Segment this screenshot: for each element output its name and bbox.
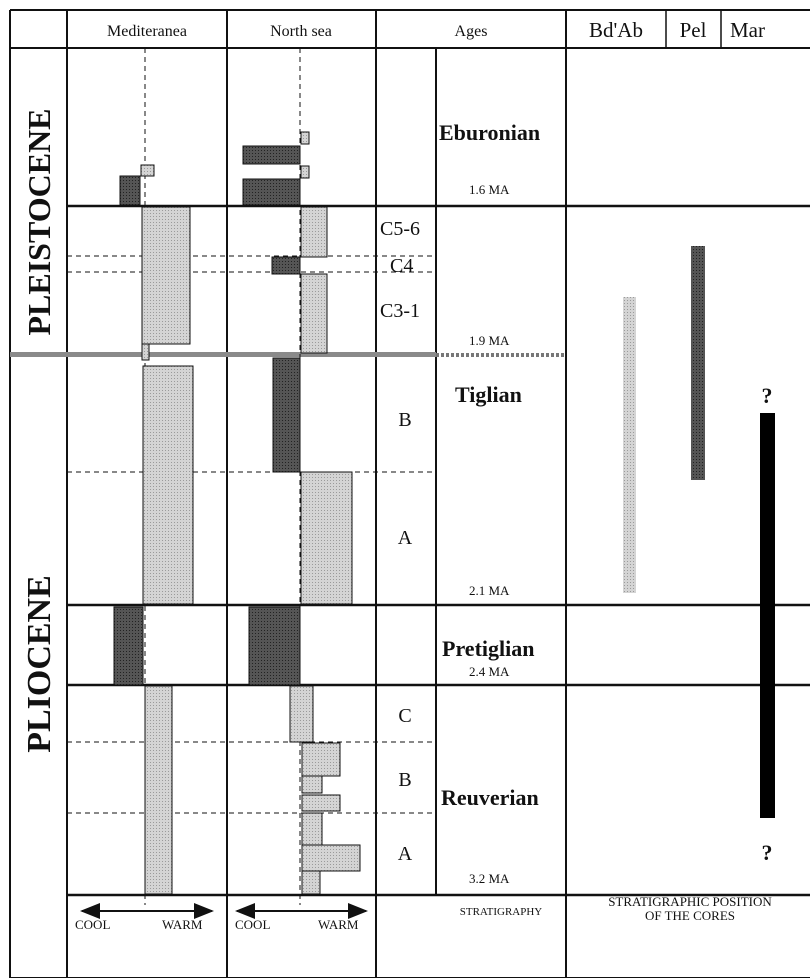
ns-cool-tiglian-b: [272, 357, 301, 473]
header-mediterranea: Mediteranea: [107, 23, 187, 40]
stage-boundaries: [67, 204, 810, 897]
ns-cool-pretiglian: [248, 606, 301, 686]
ns-warm-reu-b3: [301, 794, 341, 812]
header-bdab: Bd'Ab: [589, 18, 643, 42]
grid-lines: [9, 9, 810, 978]
med-warm-label: WARM: [162, 917, 203, 932]
stage-reuverian: Reuverian: [441, 785, 539, 810]
substage-c31: C3-1: [380, 300, 420, 322]
age-1-6: 1.6 MA: [469, 182, 510, 197]
position-label-1: STRATIGRAPHIC POSITION: [608, 894, 772, 909]
core-pel-bar: [691, 246, 705, 480]
substage-tiglian-a: A: [398, 527, 413, 549]
substage-reu-c: C: [398, 705, 411, 727]
footer-labels: COOL WARM COOL WARM STRATIGRAPHY STRATIG…: [75, 894, 772, 932]
ns-cool-label: COOL: [235, 917, 270, 932]
ns-warm-tiglian-a: [300, 471, 353, 605]
med-warm-c-lower: [141, 343, 150, 361]
ns-cool-ebu-2: [242, 178, 301, 206]
plio-pleistocene-boundary: [10, 352, 436, 357]
ns-warm-reu-a2: [301, 844, 361, 872]
substage-reu-b: B: [398, 769, 411, 791]
ns-warm-c31: [300, 273, 328, 354]
stage-pretiglian: Pretiglian: [442, 636, 534, 661]
ns-cool-reu-c: [289, 685, 314, 743]
ns-cool-c4: [271, 256, 301, 275]
epoch-pleistocene: PLEISTOCENE: [21, 108, 57, 335]
ns-warm-reu-a3: [301, 870, 321, 895]
med-cool-label: COOL: [75, 917, 110, 932]
stage-tiglian: Tiglian: [455, 382, 522, 407]
header-north-sea: North sea: [270, 23, 332, 40]
mar-question-top: ?: [762, 383, 773, 408]
ns-cool-ebu-1: [242, 145, 301, 165]
stage-labels: Eburonian 1.6 MA 1.9 MA Tiglian 2.1 MA P…: [439, 120, 540, 886]
position-label-2: OF THE CORES: [645, 908, 735, 923]
med-cool-pretiglian: [113, 606, 144, 686]
substage-reu-a: A: [398, 843, 413, 865]
med-warm-c: [141, 206, 191, 345]
stage-eburonian: Eburonian: [439, 120, 540, 145]
med-warm-reuverian: [144, 685, 173, 895]
ns-warm-c56: [300, 206, 328, 258]
ns-warm-label: WARM: [318, 917, 359, 932]
core-mar-bar: [760, 413, 775, 818]
age-3-2: 3.2 MA: [469, 871, 510, 886]
mar-question-bottom: ?: [762, 840, 773, 865]
ns-warm-ebu-1: [300, 131, 310, 145]
stratigraphy-label: STRATIGRAPHY: [460, 906, 543, 918]
substage-c56: C5-6: [380, 218, 420, 240]
med-cool-eburonian: [119, 175, 141, 206]
mediterranea-bars: [113, 164, 194, 895]
header-ages: Ages: [455, 23, 488, 40]
header-mar: Mar: [730, 18, 765, 42]
core-bdab-bar: [623, 297, 636, 593]
column-headers: Mediteranea North sea Ages Bd'Ab Pel Mar: [107, 18, 765, 42]
epoch-pliocene: PLIOCENE: [21, 575, 58, 753]
north-sea-bars: [242, 131, 361, 895]
ns-warm-reu-b2: [301, 775, 323, 794]
age-1-9: 1.9 MA: [469, 333, 510, 348]
substage-labels: C5-6 C4 C3-1 B A C B A: [380, 218, 420, 865]
ns-warm-reu-b1: [301, 742, 341, 777]
substage-tiglian-b: B: [398, 409, 411, 431]
med-warm-tiglian: [142, 365, 194, 605]
med-warm-eburonian: [140, 164, 155, 177]
age-2-1: 2.1 MA: [469, 583, 510, 598]
substage-c4: C4: [390, 255, 413, 277]
age-2-4: 2.4 MA: [469, 664, 510, 679]
ns-warm-ebu-2: [300, 165, 310, 179]
header-pel: Pel: [680, 18, 707, 42]
ns-warm-reu-a1: [301, 812, 323, 846]
core-position-bars: ? ?: [623, 246, 775, 865]
